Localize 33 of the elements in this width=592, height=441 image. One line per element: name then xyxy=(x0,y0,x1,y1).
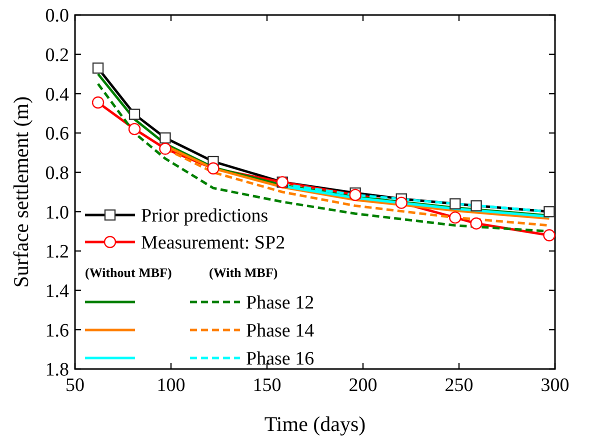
legend-label: Phase 14 xyxy=(246,320,315,342)
point xyxy=(92,96,104,109)
x-tick-label: 250 xyxy=(444,375,474,396)
point xyxy=(395,196,408,209)
y-tick-label: 1.4 xyxy=(45,280,70,302)
legend-label: Prior predictions xyxy=(141,206,268,227)
annotation: (With MBF) xyxy=(209,265,278,280)
point xyxy=(207,162,220,174)
point xyxy=(543,229,556,242)
point xyxy=(159,142,172,155)
y-tick-label: 0.8 xyxy=(45,162,69,184)
x-tick-label: 100 xyxy=(156,375,186,396)
x-tick-label: 150 xyxy=(252,375,282,396)
point xyxy=(449,211,462,224)
y-tick-label: 0.6 xyxy=(45,124,69,145)
legend-label: Phase 12 xyxy=(246,292,314,314)
y-tick-label: 0.0 xyxy=(45,6,69,27)
x-tick-label: 300 xyxy=(540,375,570,396)
x-tick-label: 200 xyxy=(348,375,378,396)
x-tick-label: 50 xyxy=(66,375,84,396)
annotation: (Without MBF) xyxy=(85,265,172,280)
point xyxy=(128,122,141,136)
y-tick-label: 0.4 xyxy=(45,84,70,106)
y-tick-label: 1.6 xyxy=(45,320,69,342)
y-tick-label: 0.2 xyxy=(45,44,69,66)
y-axis-title: Surface settlement (m) xyxy=(9,96,33,288)
legend-label: Phase 16 xyxy=(246,348,314,370)
y-tick-label: 1.0 xyxy=(45,202,69,224)
x-axis-title: Time (days) xyxy=(264,412,366,436)
point xyxy=(470,217,482,230)
point xyxy=(349,188,362,202)
legend-label: Measurement: SP2 xyxy=(141,232,286,254)
y-tick-label: 1.2 xyxy=(45,242,69,263)
